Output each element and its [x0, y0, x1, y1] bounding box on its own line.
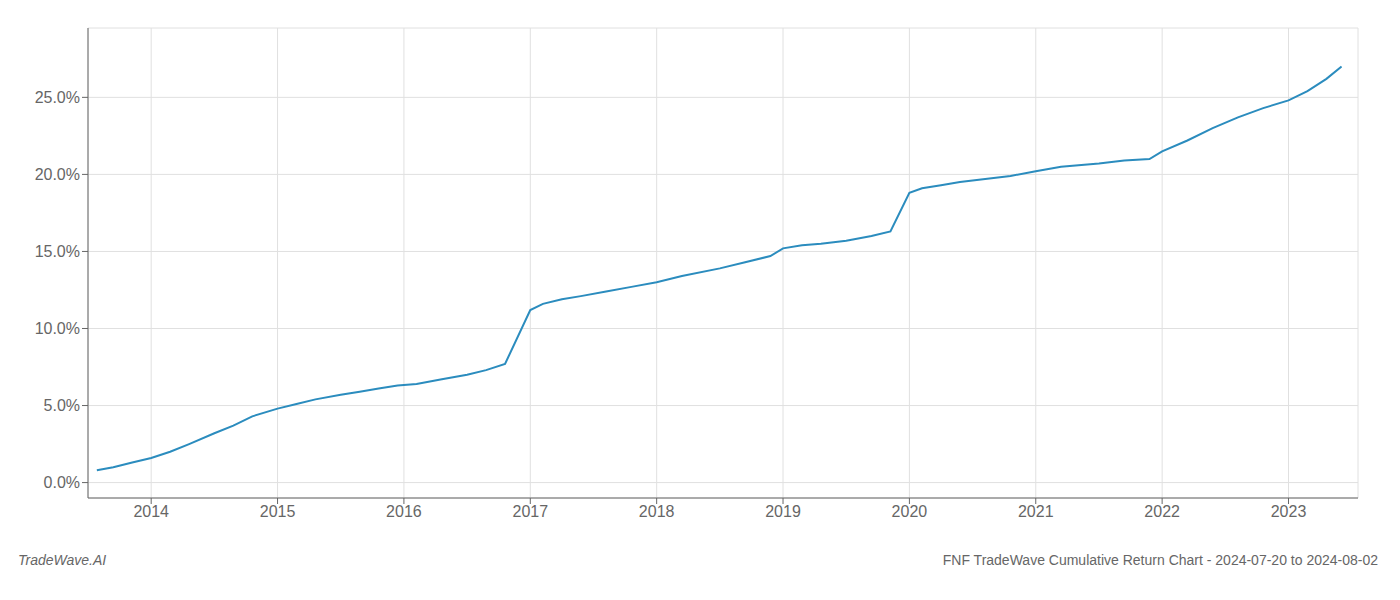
svg-text:15.0%: 15.0%: [35, 243, 80, 260]
svg-text:10.0%: 10.0%: [35, 320, 80, 337]
svg-text:0.0%: 0.0%: [44, 474, 80, 491]
svg-text:2019: 2019: [765, 503, 801, 520]
svg-text:20.0%: 20.0%: [35, 166, 80, 183]
svg-text:2022: 2022: [1144, 503, 1180, 520]
html-text:TradeWave.AI: TradeWave.AI: [18, 552, 107, 568]
svg-text:2021: 2021: [1018, 503, 1054, 520]
svg-text:2017: 2017: [512, 503, 548, 520]
html-text:FNF TradeWave Cumulative Retur: FNF TradeWave Cumulative Return Chart - …: [942, 552, 1378, 568]
svg-text:2014: 2014: [133, 503, 169, 520]
svg-text:25.0%: 25.0%: [35, 89, 80, 106]
svg-text:2018: 2018: [639, 503, 675, 520]
svg-text:5.0%: 5.0%: [44, 397, 80, 414]
svg-text:2016: 2016: [386, 503, 422, 520]
svg-text:2020: 2020: [892, 503, 928, 520]
svg-text:2015: 2015: [260, 503, 296, 520]
svg-text:2023: 2023: [1271, 503, 1307, 520]
